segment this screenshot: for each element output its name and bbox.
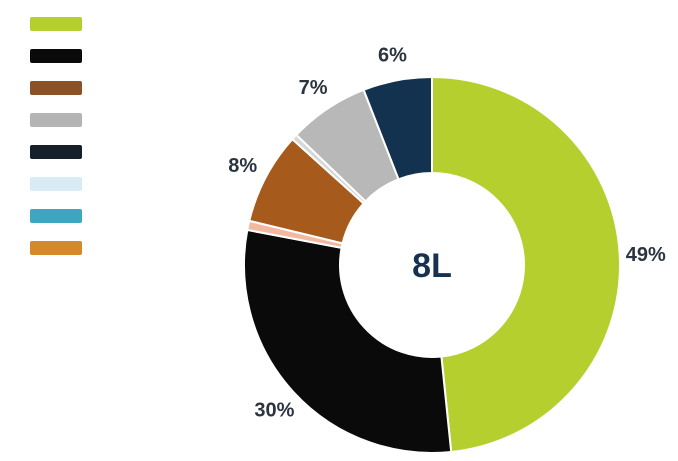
slice-percent-label: 49% — [626, 244, 666, 266]
legend-item — [30, 40, 94, 72]
center-label: 8L — [412, 247, 452, 285]
donut-slice — [362, 75, 433, 181]
slice-percent-label: 30% — [254, 400, 294, 422]
legend-swatch — [30, 81, 82, 95]
legend-swatch — [30, 17, 82, 31]
legend-item — [30, 72, 94, 104]
legend-item — [30, 232, 94, 264]
legend-item — [30, 168, 94, 200]
slice-percent-label: 6% — [378, 45, 407, 67]
legend — [30, 8, 94, 264]
legend-swatch — [30, 209, 82, 223]
legend-swatch — [30, 145, 82, 159]
legend-item — [30, 104, 94, 136]
legend-item — [30, 8, 94, 40]
legend-swatch — [30, 241, 82, 255]
donut-slice — [431, 75, 621, 454]
legend-item — [30, 136, 94, 168]
slice-percent-label: 8% — [228, 155, 257, 177]
legend-swatch — [30, 49, 82, 63]
legend-item — [30, 200, 94, 232]
slice-percent-label: 7% — [299, 77, 328, 99]
donut-slice — [243, 228, 453, 454]
legend-swatch — [30, 113, 82, 127]
legend-swatch — [30, 177, 82, 191]
